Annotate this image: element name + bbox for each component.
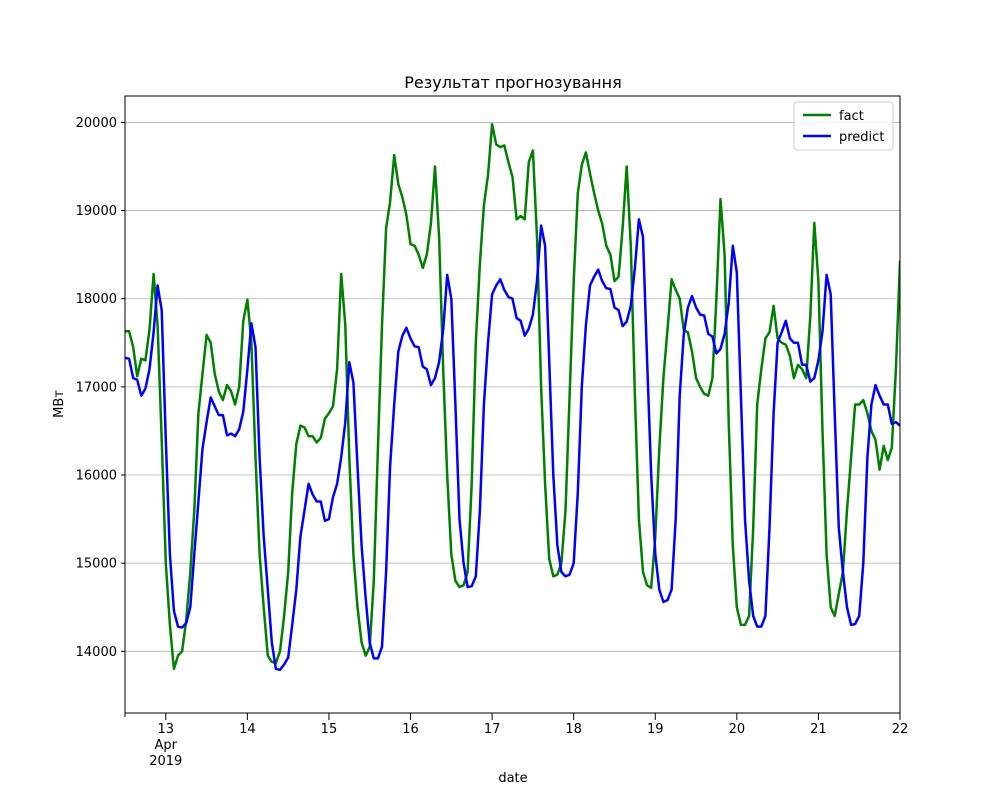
y-tick-label-15000: 15000: [76, 557, 117, 572]
legend-fact-label: fact: [839, 109, 864, 124]
x-tick-label-21: 21: [810, 722, 827, 737]
legend: fact predict: [793, 101, 894, 151]
y-tick-label-14000: 14000: [76, 645, 117, 660]
x-tick-label-15: 15: [321, 722, 338, 737]
x-axis-label: date: [498, 771, 527, 786]
series-line-predict: [125, 218, 900, 672]
y-tick-label-18000: 18000: [76, 292, 117, 307]
x-tick-label-20: 20: [729, 722, 746, 737]
y-tick-label-16000: 16000: [76, 469, 117, 484]
x-tick-label-13: 13: [158, 722, 175, 737]
chart-title: Результат прогнозування: [404, 73, 621, 92]
x-tick-label-14: 14: [239, 722, 256, 737]
x-tick-label-18: 18: [565, 722, 582, 737]
x-tick-sublabel-Apr: Apr: [155, 738, 178, 753]
x-tick-label-22: 22: [892, 722, 909, 737]
y-tick-label-17000: 17000: [76, 380, 117, 395]
y-tick-label-20000: 20000: [76, 116, 117, 131]
grid-lines: [125, 122, 900, 652]
plot-frame: [124, 95, 901, 714]
y-axis-label: МВт: [52, 390, 67, 418]
x-tick-label-19: 19: [647, 722, 664, 737]
legend-predict-label: predict: [839, 130, 884, 145]
y-axis: 14000 15000 16000 17000 18000 19000 20000: [76, 116, 125, 660]
series-group: [125, 122, 900, 672]
x-tick-label-17: 17: [484, 722, 501, 737]
y-tick-label-19000: 19000: [76, 204, 117, 219]
x-tick-sublabel-2019: 2019: [149, 754, 182, 769]
x-tick-label-16: 16: [402, 722, 419, 737]
series-line-fact: [125, 122, 900, 671]
